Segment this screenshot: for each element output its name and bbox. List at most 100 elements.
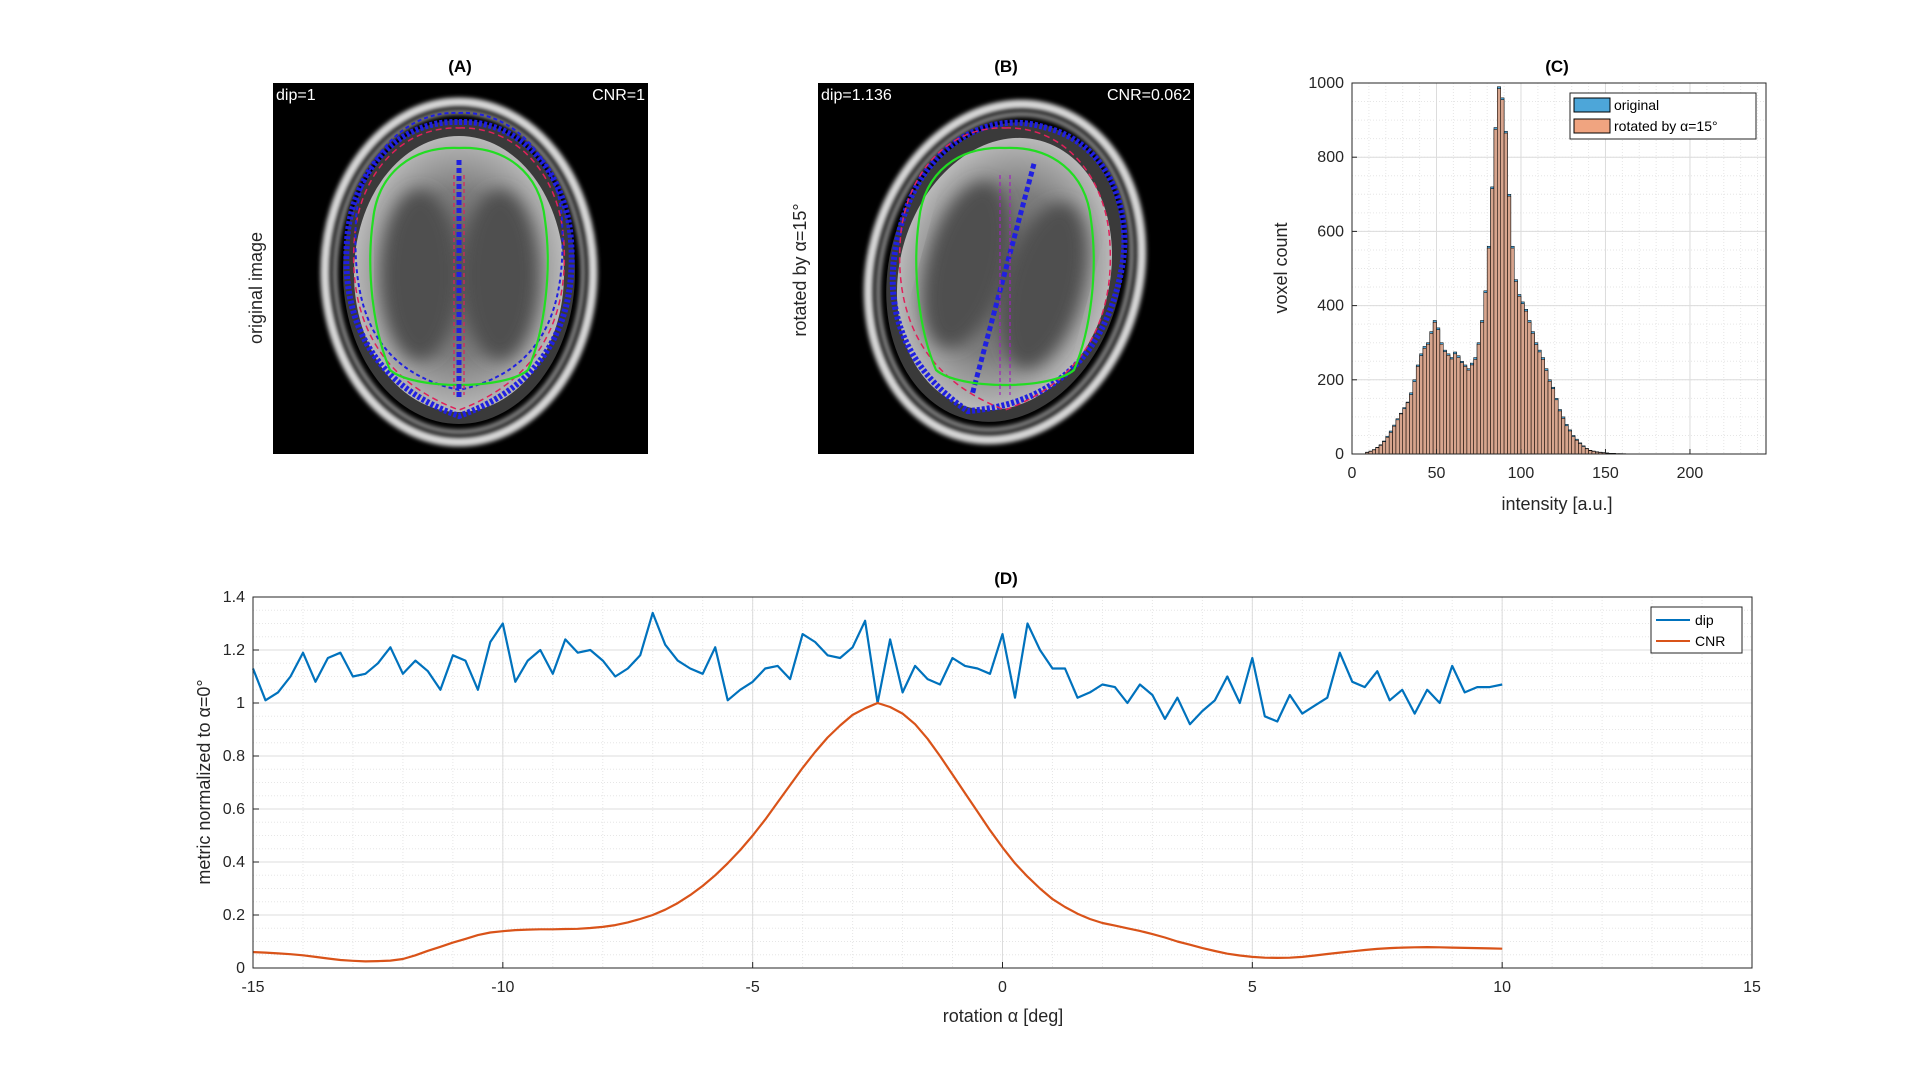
histogram-bar-rotated — [1432, 322, 1437, 455]
histogram-bar-rotated — [1446, 355, 1451, 455]
histogram-bar-rotated — [1378, 445, 1383, 455]
brain-image-rotated — [863, 99, 1147, 445]
histogram-bar-rotated — [1480, 322, 1485, 455]
histogram-bar-rotated — [1534, 344, 1539, 455]
panel-c-ytick-label: 400 — [1317, 298, 1344, 315]
histogram-bar-rotated — [1419, 355, 1424, 455]
histogram-bar-rotated — [1524, 310, 1528, 455]
histogram-bar-rotated — [1436, 329, 1441, 455]
histogram-bar-rotated — [1426, 343, 1430, 455]
cnr-series-line — [252, 701, 1503, 963]
histogram-bar-rotated — [1375, 447, 1380, 455]
histogram-bar-rotated — [1507, 195, 1512, 455]
legend-original-label: original — [1614, 97, 1659, 113]
histogram-bar-rotated — [1541, 359, 1545, 455]
histogram-bar-rotated — [1547, 381, 1552, 455]
panel-c-title: (C) — [1545, 57, 1569, 76]
histogram-bar-rotated — [1497, 88, 1501, 455]
histogram-bar-rotated — [1473, 359, 1478, 455]
histogram-bar-rotated — [1544, 370, 1549, 455]
histogram-bar-rotated — [1520, 303, 1525, 455]
histogram-bar-rotated — [1483, 292, 1488, 455]
panel-a: (A) original image dip=1 CNR=1 — [246, 57, 648, 454]
panel-d-xtick-label: -5 — [746, 979, 760, 996]
panel-c-ytick-label: 600 — [1317, 223, 1344, 240]
panel-c-xtick-label: 200 — [1677, 465, 1704, 482]
panel-a-title: (A) — [448, 57, 472, 76]
histogram-bar-rotated — [1574, 440, 1579, 455]
histogram-bar-rotated — [1551, 388, 1556, 455]
panel-d-ytick-label: 0.4 — [223, 854, 245, 871]
panel-d-ytick-label: 1.2 — [223, 642, 245, 659]
panel-d-xtick-label: 5 — [1248, 979, 1257, 996]
histogram-bar-rotated — [1527, 322, 1532, 455]
histogram-bar-rotated — [1561, 418, 1566, 455]
histogram-bar-rotated — [1459, 362, 1464, 455]
histogram-bar-rotated — [1470, 364, 1474, 455]
panel-c-xlabel: intensity [a.u.] — [1501, 494, 1612, 514]
histogram-bar-rotated — [1382, 441, 1387, 455]
panel-b-cnr-label: CNR=0.062 — [1107, 87, 1191, 104]
histogram-bar-rotated — [1578, 443, 1583, 455]
histogram-bar-rotated — [1476, 343, 1481, 455]
histogram-bar-rotated — [1415, 366, 1420, 455]
panel-d-ytick-label: 0.2 — [223, 907, 245, 924]
histogram-bar-rotated — [1581, 446, 1586, 455]
histogram-bar-rotated — [1517, 296, 1522, 455]
panel-c-xtick-label: 150 — [1592, 465, 1619, 482]
panel-d-xtick-label: -10 — [491, 979, 514, 996]
panel-a-cnr-label: CNR=1 — [592, 87, 645, 104]
histogram-bar-rotated — [1510, 247, 1515, 455]
histogram-bar-rotated — [1537, 351, 1542, 455]
histogram-bar-rotated — [1385, 437, 1390, 455]
histogram-bar-rotated — [1466, 369, 1471, 455]
panel-d-ticks: -15 -10 -5 0 5 10 15 0 0.2 0.4 0.6 0.8 1 1.2 1.4 — [223, 589, 1761, 996]
panel-c-histogram: (C) 0 50 100 150 200 0 200 400 600 800 1000 intens… — [1271, 57, 1767, 514]
legend-cnr-label: CNR — [1695, 633, 1725, 649]
unrotated-contours — [898, 127, 1112, 411]
panel-d-xtick-label: 15 — [1743, 979, 1761, 996]
histogram-bar-rotated — [1493, 129, 1498, 455]
panel-d-ylabel: metric normalized to α=0° — [194, 679, 214, 884]
panel-c-legend: original rotated by α=15° — [1569, 92, 1757, 140]
histogram-bar-rotated — [1442, 351, 1447, 455]
legend-original-swatch — [1573, 97, 1611, 113]
panel-d-ytick-label: 1.4 — [223, 589, 245, 606]
panel-b: (B) rotated by α=15° dip=1.136 CNR=0.062 — [790, 57, 1194, 454]
panel-d-ytick-label: 0.8 — [223, 748, 245, 765]
histogram-bar-rotated — [1388, 432, 1393, 455]
histogram-bar-rotated — [1456, 357, 1461, 455]
panel-c-bars — [1365, 86, 1626, 455]
panel-d-lineplot: (D) -15 -10 -5 0 5 10 15 0 0.2 0.4 0.6 0.8 1 1.2 1.4 r… — [194, 569, 1761, 1026]
panel-c-ytick-label: 1000 — [1308, 75, 1344, 92]
panel-d-title: (D) — [994, 569, 1018, 588]
panel-c-ylabel: voxel count — [1271, 222, 1291, 313]
brain-image-original — [320, 97, 598, 447]
histogram-bar-rotated — [1571, 436, 1576, 455]
histogram-bar-rotated — [1439, 343, 1444, 455]
panel-c-xtick-label: 100 — [1508, 465, 1535, 482]
panel-d-xtick-label: 10 — [1493, 979, 1511, 996]
legend-rotated-label: rotated by α=15° — [1614, 118, 1718, 134]
panel-d-ytick-label: 0.6 — [223, 801, 245, 818]
panel-b-title: (B) — [994, 57, 1018, 76]
panel-c-xtick-label: 0 — [1348, 465, 1357, 482]
histogram-bar-rotated — [1392, 425, 1397, 455]
histogram-bar-rotated — [1405, 402, 1410, 455]
panel-b-ylabel: rotated by α=15° — [790, 203, 810, 336]
panel-d-grid — [252, 596, 1753, 969]
histogram-bar-rotated — [1453, 353, 1458, 455]
histogram-bar-rotated — [1554, 399, 1559, 455]
histogram-bar-rotated — [1412, 381, 1417, 455]
legend-rotated-swatch — [1573, 118, 1611, 134]
histogram-bar-rotated — [1568, 430, 1572, 455]
panel-d-lines — [251, 611, 1503, 963]
histogram-bar-rotated — [1513, 281, 1518, 455]
panel-c-xtick-label: 50 — [1428, 465, 1446, 482]
panel-c-ytick-label: 0 — [1335, 446, 1344, 463]
panel-a-dip-label: dip=1 — [276, 87, 316, 104]
histogram-bar-rotated — [1429, 333, 1434, 455]
panel-c-ticks: 0 50 100 150 200 0 200 400 600 800 1000 — [1308, 75, 1703, 482]
panel-d-xtick-label: -15 — [241, 979, 264, 996]
